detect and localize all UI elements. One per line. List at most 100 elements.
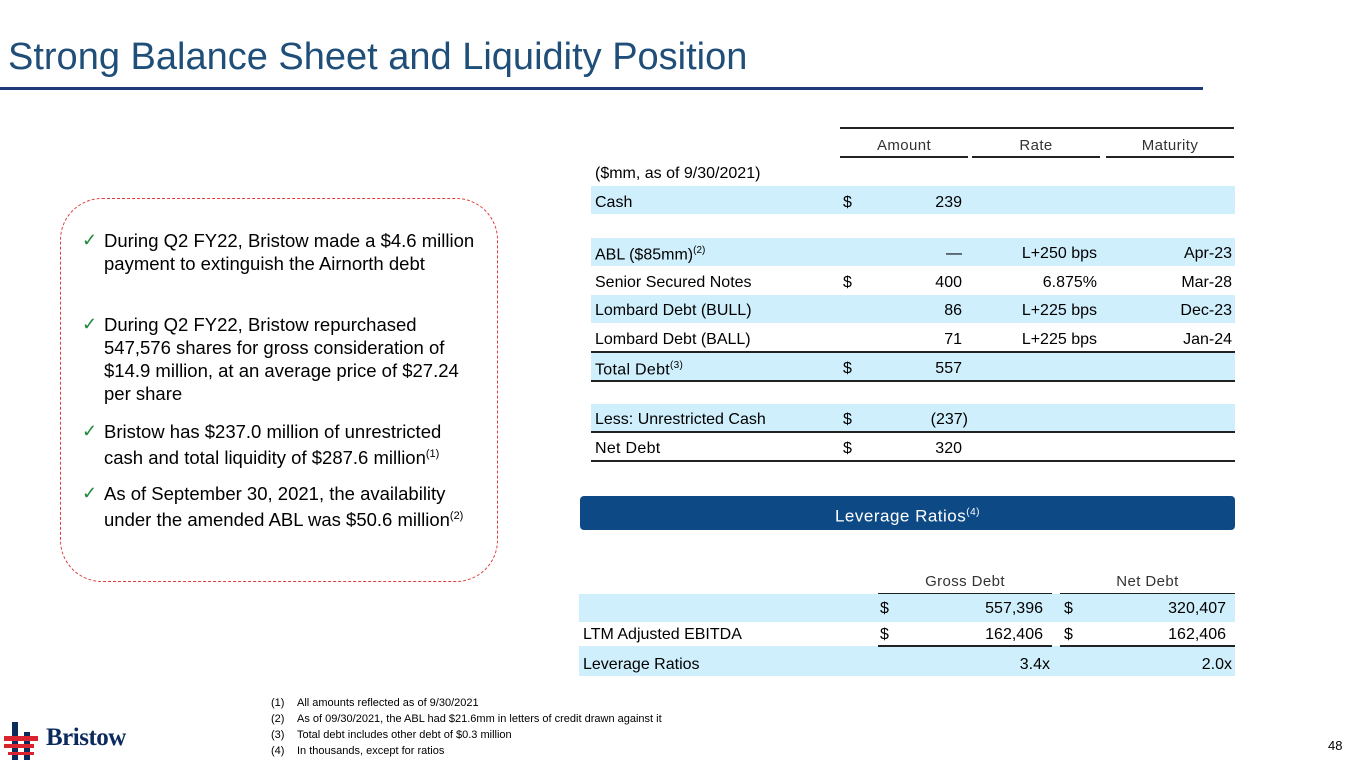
page-number: 48: [1328, 738, 1343, 753]
logo-wordmark: Bristow: [46, 724, 126, 751]
row-label: LTM Adjusted EBITDA: [583, 626, 742, 643]
net-debt-value: 162,406: [1168, 626, 1226, 643]
footnote-text: All amounts reflected as of 9/30/2021: [297, 697, 479, 709]
dollar-sign: $: [843, 440, 852, 457]
dollar-sign: $: [880, 600, 889, 617]
leverage-banner: Leverage Ratios(4): [580, 496, 1235, 530]
dollar-sign: $: [843, 274, 852, 291]
footnote-number: (1): [271, 697, 285, 709]
row-highlight: [591, 352, 1235, 380]
bullet-text: During Q2 FY22, Bristow repurchased 547,…: [104, 314, 459, 404]
bristow-logo: Bristow: [4, 722, 144, 760]
bullet-item-4: ✓ As of September 30, 2021, the availabi…: [82, 482, 482, 531]
header-underline: [1106, 156, 1234, 158]
header-underline: [878, 593, 1052, 595]
dollar-sign: $: [843, 360, 852, 377]
checkmark-icon: ✓: [82, 483, 98, 503]
footnote: (1) All amounts reflected as of 9/30/2021: [271, 697, 479, 709]
row-label: Lombard Debt (BALL): [595, 331, 751, 348]
row-highlight: [579, 646, 1235, 676]
rate-value: L+250 bps: [1021, 245, 1097, 262]
column-header-amount: Amount: [876, 137, 932, 154]
highlights-callout: [60, 198, 498, 582]
bullet-item-2: ✓ During Q2 FY22, Bristow repurchased 54…: [82, 313, 482, 405]
maturity-value: Mar-28: [1181, 274, 1232, 291]
amount-value: 320: [935, 440, 962, 457]
amount-value: 86: [944, 302, 962, 319]
dollar-sign: $: [1064, 600, 1073, 617]
row-label: Lombard Debt (BULL): [595, 302, 752, 319]
table-top-rule: [840, 127, 1234, 129]
bullet-text: Bristow has $237.0 million of unrestrict…: [104, 421, 442, 469]
header-underline: [840, 156, 968, 158]
net-debt-value: 320,407: [1168, 600, 1226, 617]
total-rule: [591, 380, 1235, 382]
title-divider: [0, 87, 1203, 90]
divisor-rule: [1060, 645, 1235, 647]
row-label: Total Debt(3): [595, 360, 683, 379]
checkmark-icon: ✓: [82, 421, 98, 441]
row-highlight: [591, 238, 1235, 266]
footnote: (2) As of 09/30/2021, the ABL had $21.6mm…: [271, 713, 662, 725]
banner-title: Leverage Ratios: [834, 506, 967, 526]
bullet-text: During Q2 FY22, Bristow made a $4.6 mill…: [104, 230, 475, 274]
maturity-value: Jan-24: [1183, 331, 1232, 348]
footnote-text: In thousands, except for ratios: [297, 745, 445, 757]
footnote: (3) Total debt includes other debt of $0.…: [271, 729, 512, 741]
column-header-gross-debt: Gross Debt: [925, 573, 1005, 590]
bristow-emblem-icon: [4, 722, 38, 760]
amount-value: 557: [935, 360, 962, 377]
amount-value: 71: [944, 331, 962, 348]
footnote-number: (3): [271, 729, 285, 741]
footnote-ref: (1): [425, 448, 440, 460]
checkmark-icon: ✓: [82, 314, 98, 334]
footnote-number: (2): [271, 713, 285, 725]
header-underline: [972, 156, 1100, 158]
amount-value: 400: [935, 274, 962, 291]
row-label-text: Total Debt: [595, 361, 671, 379]
subtotal-rule: [591, 351, 1235, 353]
bullet-text: As of September 30, 2021, the availabili…: [104, 483, 450, 531]
row-label: Less: Unrestricted Cash: [595, 411, 766, 428]
amount-value: 239: [935, 194, 962, 211]
row-label: Leverage Ratios: [583, 656, 700, 673]
gross-debt-value: 557,396: [985, 600, 1043, 617]
row-highlight: [591, 295, 1235, 323]
footnote-ref: (2): [693, 245, 706, 256]
row-label: Net Debt: [595, 440, 661, 457]
amount-value: —: [946, 245, 962, 262]
gross-ratio-value: 3.4x: [1019, 656, 1050, 673]
maturity-value: Dec-23: [1180, 302, 1232, 319]
header-underline: [1060, 593, 1235, 595]
divisor-rule: [878, 645, 1052, 647]
footnote-text: As of 09/30/2021, the ABL had $21.6mm in…: [297, 713, 662, 725]
column-header-net-debt: Net Debt: [1116, 573, 1179, 590]
footnote-number: (4): [271, 745, 285, 757]
footnote-text: Total debt includes other debt of $0.3 m…: [297, 729, 512, 741]
row-highlight: [591, 186, 1235, 214]
checkmark-icon: ✓: [82, 230, 98, 250]
footnote-ref: (4): [966, 507, 981, 518]
dollar-sign: $: [843, 194, 852, 211]
dollar-sign: $: [880, 626, 889, 643]
bullet-item-1: ✓ During Q2 FY22, Bristow made a $4.6 mi…: [82, 229, 482, 275]
row-label-text: ABL ($85mm): [595, 246, 694, 264]
row-highlight: [591, 404, 1235, 432]
total-rule: [591, 460, 1235, 462]
rate-value: L+225 bps: [1021, 331, 1097, 348]
rate-value: 6.875%: [1042, 274, 1097, 291]
amount-value: (237): [930, 411, 968, 428]
footnote: (4) In thousands, except for ratios: [271, 745, 444, 757]
row-label: Cash: [595, 194, 633, 211]
column-header-maturity: Maturity: [1141, 137, 1199, 154]
maturity-value: Apr-23: [1183, 245, 1232, 262]
row-label: Senior Secured Notes: [595, 274, 752, 291]
page-title: Strong Balance Sheet and Liquidity Posit…: [8, 36, 748, 78]
dollar-sign: $: [1064, 626, 1073, 643]
footnote-ref: (3): [670, 360, 684, 371]
row-label: ABL ($85mm)(2): [595, 245, 705, 264]
rate-value: L+225 bps: [1021, 302, 1097, 319]
subtotal-rule: [591, 431, 1235, 433]
table-subtitle: ($mm, as of 9/30/2021): [595, 165, 761, 182]
dollar-sign: $: [843, 411, 852, 428]
